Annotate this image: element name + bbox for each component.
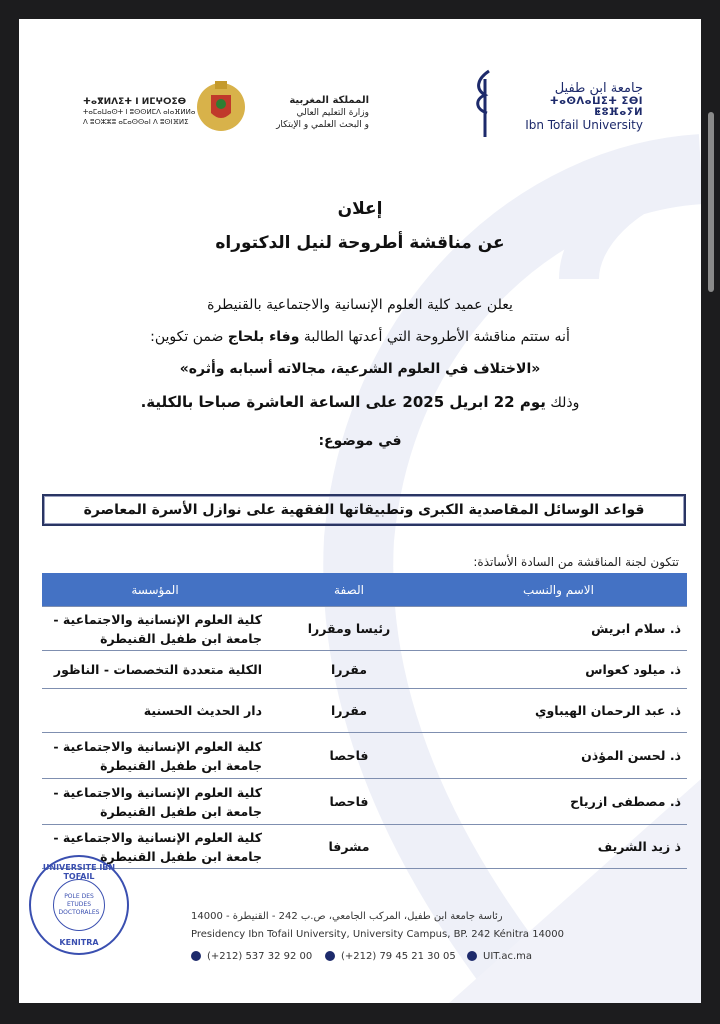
column-header-institution: المؤسسة [42, 573, 268, 607]
member-institution: كلية العلوم الإنسانية والاجتماعية - جامع… [42, 732, 268, 779]
member-institution: دار الحديث الحسنية [42, 688, 268, 733]
university-name-tif: ⵜⴰⵙⴷⴰⵡⵉⵜ ⵉⴱⵏ ⵟⵓⴼⴰⵢⵍ [549, 96, 643, 118]
member-institution: كلية العلوم الإنسانية والاجتماعية - جامع… [42, 778, 268, 825]
table-row: ذ. ميلود كعواس مقررا الكلية متعددة التخصصا… [42, 650, 687, 689]
text: وذلك [545, 395, 580, 411]
member-name: ذ زيد الشريف [430, 824, 687, 869]
phone-icon [191, 951, 201, 961]
member-role: مقررا [268, 688, 430, 733]
university-name: جامعة ابن طفيل ⵜⴰⵙⴷⴰⵡⵉⵜ ⵉⴱⵏ ⵟⵓⴼⴰⵢⵍ Ibn T… [503, 81, 643, 132]
announcement-title: إعلان [337, 199, 383, 219]
table-row: ذ زيد الشريف مشرفا كلية العلوم الإنسانية و… [42, 824, 687, 869]
table-row: ذ. مصطفى ازرياح فاحصا كلية العلوم الإنساني… [42, 778, 687, 825]
committee-intro: تتكون لجنة المناقشة من السادة الأساتذة: [473, 555, 679, 569]
website-link[interactable]: UIT.ac.ma [483, 951, 533, 962]
table-row: ذ. لحسن المؤذن فاحصا كلية العلوم الإنسانية… [42, 732, 687, 779]
announcement-line: يعلن عميد كلية العلوم الإنسانية والاجتما… [207, 297, 513, 313]
column-header-role: الصفة [268, 573, 430, 607]
ministry-line: المملكة المغربية [289, 95, 369, 106]
amazigh-line: ⵜⴰⴳⵍⴷⵉⵜ ⵏ ⵍⵎⵖⵔⵉⴱ [83, 97, 187, 107]
footer-address-ar: رئاسة جامعة ابن طفيل، المركب الجامعي، ص.… [191, 911, 503, 922]
member-name: ذ. لحسن المؤذن [430, 732, 687, 779]
member-institution: كلية العلوم الإنسانية والاجتماعية - جامع… [42, 606, 268, 651]
announcement-date-line: وذلك يوم 22 ابريل 2025 على الساعة العاشر… [19, 393, 701, 411]
ibn-tofail-logo-icon [471, 69, 499, 139]
member-role: مشرفا [268, 824, 430, 869]
amazigh-line: ⴷ ⵓⵔⵣⵣⵓ ⴰⵎⴰⵙⵙⴰⵏ ⴷ ⵓⵙⵏⴼⵍⵉ [83, 118, 189, 126]
globe-icon [467, 951, 477, 961]
table-row: ذ. سلام ابريش رئيسا ومقررا كلية العلوم الإ… [42, 606, 687, 651]
stamp-center: POLE DES ETUDES DOCTORALES [53, 879, 105, 931]
topic-label: في موضوع: [318, 433, 402, 449]
text: ضمن تكوين: [150, 329, 228, 345]
announcement-line: أنه ستتم مناقشة الأطروحة التي أعدتها الط… [19, 329, 701, 345]
watermark-arc [559, 149, 701, 281]
doctoral-studies-stamp: UNIVERSITE IBN TOFAIL POLE DES ETUDES DO… [29, 855, 129, 955]
university-name-ar: جامعة ابن طفيل [554, 81, 643, 96]
committee-table: الاسم والنسب الصفة المؤسسة ذ. سلام ابريش… [42, 573, 687, 869]
table-row: ذ. عبد الرحمان الهيباوي مقررا دار الحديث ا… [42, 688, 687, 733]
phone-number: (+212) 537 32 92 00 [207, 951, 313, 962]
column-header-name: الاسم والنسب [430, 573, 687, 607]
stamp-ring-top: UNIVERSITE IBN TOFAIL [42, 863, 116, 881]
text: أنه ستتم مناقشة الأطروحة التي أعدتها الط… [299, 329, 570, 345]
member-institution: الكلية متعددة التخصصات - الناظور [42, 650, 268, 689]
member-role: فاحصا [268, 778, 430, 825]
footer-phone: (+212) 537 32 92 00 [191, 951, 312, 962]
footer-address-en: Presidency Ibn Tofail University, Univer… [191, 929, 565, 940]
amazigh-ministry-text: ⵜⴰⴳⵍⴷⵉⵜ ⵏ ⵍⵎⵖⵔⵉⴱ ⵜⴰⵎⴰⵡⴰⵙⵜ ⵏ ⵓⵙⵙⵍⵎⴷ ⴰⵏⴰⴼⵍ… [83, 97, 195, 127]
stamp-ring-bottom: KENITRA [59, 938, 99, 947]
footer-website[interactable]: UIT.ac.ma [467, 951, 532, 962]
amazigh-line: ⵜⴰⵎⴰⵡⴰⵙⵜ ⵏ ⵓⵙⵙⵍⵎⴷ ⴰⵏⴰⴼⵍⵍⴰ [83, 108, 196, 116]
member-role: مقررا [268, 650, 430, 689]
member-role: فاحصا [268, 732, 430, 779]
student-name: وفاء بلحاج [227, 329, 300, 345]
fax-number: (+212) 79 45 21 30 05 [341, 951, 456, 962]
ministry-line: و البحث العلمي و الإبتكار [276, 120, 369, 130]
document-page: ⵜⴰⴳⵍⴷⵉⵜ ⵏ ⵍⵎⵖⵔⵉⴱ ⵜⴰⵎⴰⵡⴰⵙⵜ ⵏ ⵓⵙⵙⵍⵎⴷ ⴰⵏⴰⴼⵍ… [19, 19, 701, 1003]
ministry-text: المملكة المغربية وزارة التعليم العالي و … [259, 95, 369, 131]
scrollbar-thumb[interactable] [708, 112, 714, 292]
announcement-subtitle: عن مناقشة أطروحة لنيل الدكتوراه [215, 233, 505, 253]
ministry-line: وزارة التعليم العالي [296, 108, 369, 118]
member-name: ذ. سلام ابريش [430, 606, 687, 651]
fax-icon [325, 951, 335, 961]
member-name: ذ. مصطفى ازرياح [430, 778, 687, 825]
member-role: رئيسا ومقررا [268, 606, 430, 651]
footer-fax: (+212) 79 45 21 30 05 [325, 951, 456, 962]
thesis-topic-box: قواعد الوسائل المقاصدية الكبرى وتطبيقاته… [42, 494, 686, 526]
member-name: ذ. ميلود كعواس [430, 650, 687, 689]
moroccan-coat-of-arms-icon [195, 77, 247, 135]
program-name: «الاختلاف في العلوم الشرعية، مجالاته أسب… [179, 361, 541, 377]
defense-date: يوم 22 ابريل 2025 على الساعة العاشرة صبا… [140, 393, 546, 411]
university-name-en: Ibn Tofail University [525, 118, 643, 132]
table-header-row: الاسم والنسب الصفة المؤسسة [42, 573, 687, 607]
member-name: ذ. عبد الرحمان الهيباوي [430, 688, 687, 733]
